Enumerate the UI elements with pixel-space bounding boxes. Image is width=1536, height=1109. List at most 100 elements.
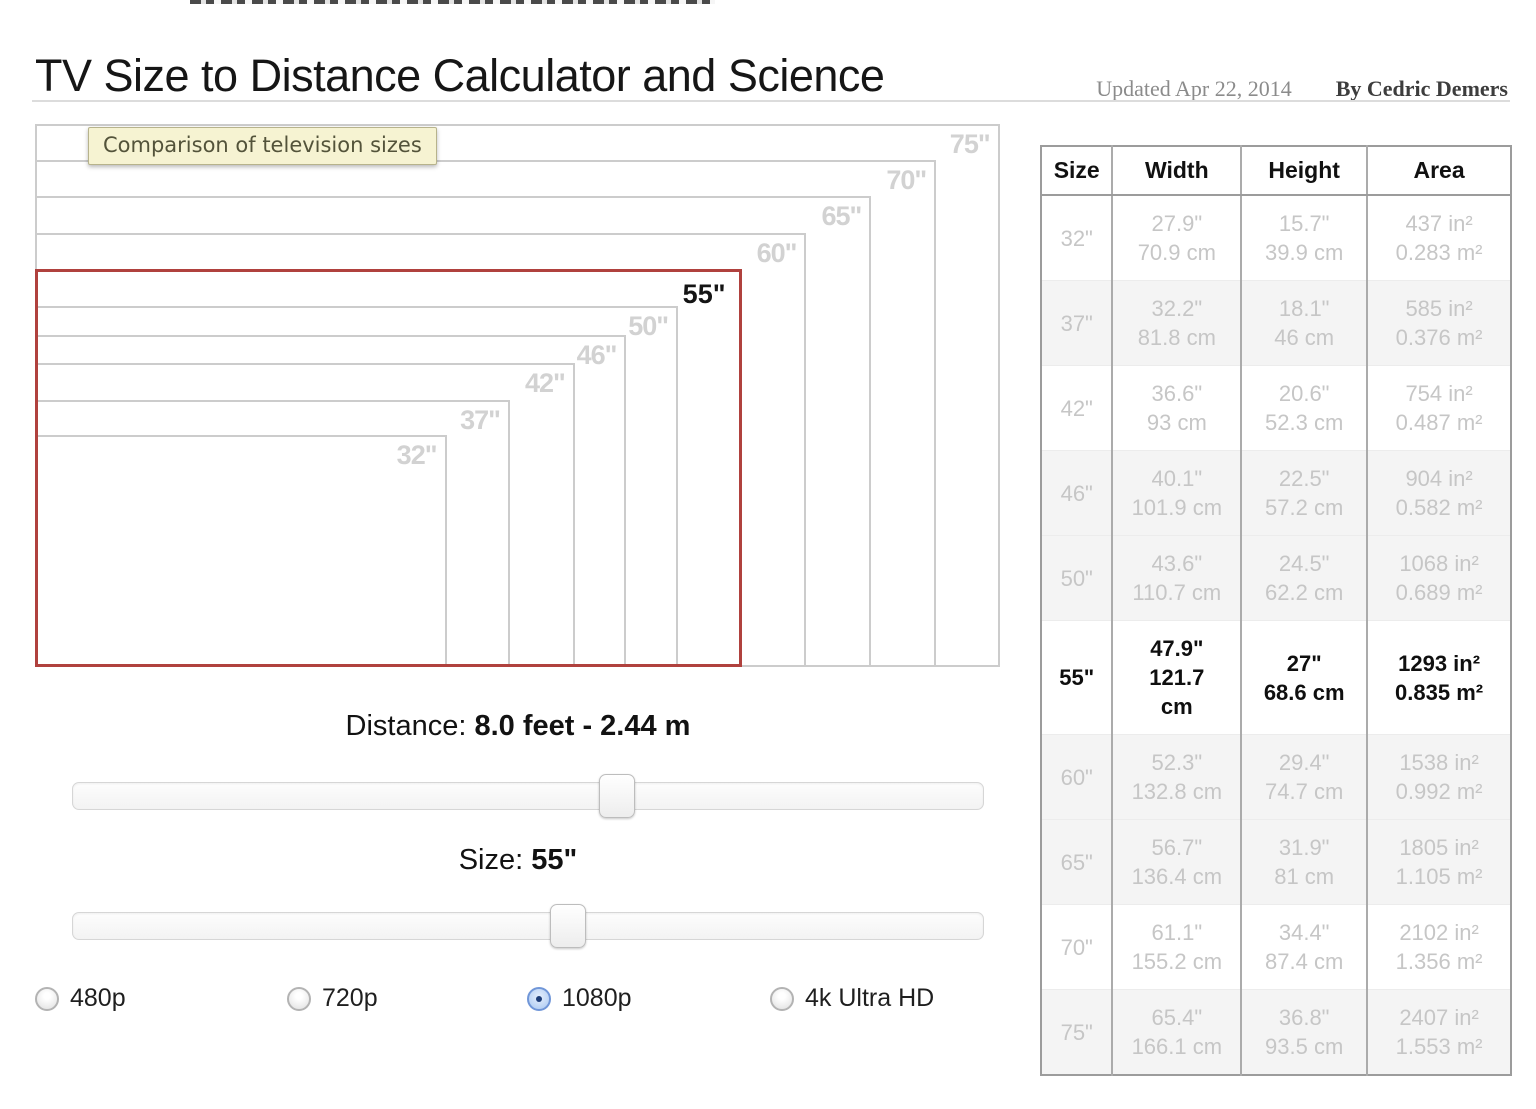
height-cell: 31.9" 81 cm [1241,819,1369,905]
area-cell: 1068 in² 0.689 m² [1367,535,1511,621]
cropped-text-remnant [190,0,715,4]
author-byline: By Cedric Demers [1335,76,1508,101]
distance-slider[interactable] [72,774,984,818]
area-cell: 904 in² 0.582 m² [1367,450,1511,536]
distance-value: 8.0 feet - 2.44 m [474,710,691,742]
radio-icon[interactable] [35,986,59,1011]
area-cell: 1805 in² 1.105 m² [1367,819,1511,905]
height-cell: 15.7" 39.9 cm [1241,195,1369,281]
height-cell: 22.5" 57.2 cm [1241,450,1369,536]
table-row-65in: 65" 56.7" 136.4 cm 31.9" 81 cm 1805 in² 1.105 … [1041,819,1511,905]
calculator-controls: Distance: 8.0 feet - 2.44 m Size: 55" 48… [35,666,1001,1066]
radio-icon[interactable] [770,986,794,1011]
width-cell: 52.3" 132.8 cm [1112,734,1243,820]
tv-size-label: 60" [756,238,798,269]
table-row-32in: 32" 27.9" 70.9 cm 15.7" 39.9 cm 437 in² 0.283 … [1041,195,1511,281]
column-header-width: Width [1112,146,1243,196]
radio-label[interactable]: 4k Ultra HD [805,984,935,1012]
width-cell: 61.1" 155.2 cm [1112,904,1243,990]
size-value: 55" [531,844,578,876]
resolution-radio-720p[interactable]: 720p [287,984,378,1013]
table-row-50in: 50" 43.6" 110.7 cm 24.5" 62.2 cm 1068 in² 0.68… [1041,535,1511,621]
tv-size-label: 75" [949,129,991,160]
width-cell: 43.6" 110.7 cm [1112,535,1243,621]
size-slider[interactable] [72,904,984,948]
column-header-size: Size [1041,146,1114,196]
area-cell: 437 in² 0.283 m² [1367,195,1511,281]
size-cell: 70" [1041,904,1114,990]
width-cell: 36.6" 93 cm [1112,365,1243,451]
article-meta: Updated Apr 22, 2014 By Cedric Demers [1096,76,1508,102]
table-row-42in: 42" 36.6" 93 cm 20.6" 52.3 cm 754 in² 0.487 m² [1041,365,1511,451]
size-cell: 75" [1041,989,1114,1075]
resolution-radio-row: 480p 720p 1080p 4k Ultra HD [35,984,1001,1024]
area-cell: 1538 in² 0.992 m² [1367,734,1511,820]
tv-size-label: 50" [628,310,669,341]
size-cell: 46" [1041,450,1114,536]
resolution-radio-1080p[interactable]: 1080p [527,984,632,1013]
height-cell: 24.5" 62.2 cm [1241,535,1369,621]
size-cell: 37" [1041,280,1114,366]
radio-label[interactable]: 480p [70,984,126,1012]
distance-caption: Distance: 8.0 feet - 2.44 m [35,710,1001,743]
height-cell: 27" 68.6 cm [1241,620,1369,735]
tv-size-label: 46" [576,340,618,371]
size-cell: 60" [1041,734,1114,820]
tv-size-label: 32" [396,440,438,471]
size-label: Size: [458,844,524,876]
page-title: TV Size to Distance Calculator and Scien… [35,50,885,102]
size-caption: Size: 55" [35,844,1001,877]
size-cell: 55" [1041,620,1114,735]
size-cell: 42" [1041,365,1114,451]
table-row-46in: 46" 40.1" 101.9 cm 22.5" 57.2 cm 904 in² 0.582… [1041,450,1511,536]
column-header-area: Area [1367,146,1511,196]
table-row-70in: 70" 61.1" 155.2 cm 34.4" 87.4 cm 2102 in² 1.35… [1041,904,1511,990]
tv-size-diagram: Comparison of television sizes 75" 70" 65"… [35,122,1001,667]
table-row-75in: 75" 65.4" 166.1 cm 36.8" 93.5 cm 2407 in² 1.55… [1041,989,1511,1075]
width-cell: 40.1" 101.9 cm [1112,450,1243,536]
tv-size-label: 55" [682,278,726,309]
height-cell: 36.8" 93.5 cm [1241,989,1369,1075]
tv-size-label: 37" [460,405,501,436]
width-cell: 47.9" 121.7 cm [1112,620,1243,735]
radio-selected-icon[interactable] [527,986,551,1011]
header-divider [32,100,1510,102]
tv-size-label: 42" [525,368,566,399]
table-row-37in: 37" 32.2" 81.8 cm 18.1" 46 cm 585 in² 0.376 m² [1041,280,1511,366]
radio-label[interactable]: 1080p [562,984,632,1012]
height-cell: 20.6" 52.3 cm [1241,365,1369,451]
tv-size-table: Size Width Height Area 32" 27.9" 70.9 cm 15… [1040,145,1512,1076]
table-body: 32" 27.9" 70.9 cm 15.7" 39.9 cm 437 in² 0.283 … [1041,195,1511,1075]
width-cell: 32.2" 81.8 cm [1112,280,1243,366]
width-cell: 65.4" 166.1 cm [1112,989,1243,1075]
tv-rect-55in: 55" [35,268,742,667]
table-header-row: Size Width Height Area [1041,146,1511,196]
size-cell: 50" [1041,535,1114,621]
distance-slider-thumb[interactable] [599,774,635,818]
radio-icon[interactable] [287,986,311,1011]
height-cell: 18.1" 46 cm [1241,280,1369,366]
radio-label[interactable]: 720p [322,984,378,1012]
width-cell: 27.9" 70.9 cm [1112,195,1243,281]
area-cell: 1293 in² 0.835 m² [1367,620,1511,735]
area-cell: 754 in² 0.487 m² [1367,365,1511,451]
area-cell: 2407 in² 1.553 m² [1367,989,1511,1075]
size-slider-thumb[interactable] [550,904,586,948]
size-cell: 32" [1041,195,1114,281]
tv-size-label: 65" [821,201,862,232]
tv-size-label: 70" [886,164,927,195]
width-cell: 56.7" 136.4 cm [1112,819,1243,905]
height-cell: 29.4" 74.7 cm [1241,734,1369,820]
diagram-tooltip: Comparison of television sizes [88,127,437,165]
height-cell: 34.4" 87.4 cm [1241,904,1369,990]
resolution-radio-4k-ultra-hd[interactable]: 4k Ultra HD [770,984,934,1013]
column-header-height: Height [1241,146,1369,196]
resolution-radio-480p[interactable]: 480p [35,984,126,1013]
distance-label: Distance: [345,710,467,742]
table-row-55in: 55" 47.9" 121.7 cm 27" 68.6 cm 1293 in² 0.835 m… [1041,620,1511,735]
size-cell: 65" [1041,819,1114,905]
area-cell: 2102 in² 1.356 m² [1367,904,1511,990]
area-cell: 585 in² 0.376 m² [1367,280,1511,366]
updated-date: Updated Apr 22, 2014 [1096,76,1292,101]
table-row-60in: 60" 52.3" 132.8 cm 29.4" 74.7 cm 1538 in² 0.99… [1041,734,1511,820]
